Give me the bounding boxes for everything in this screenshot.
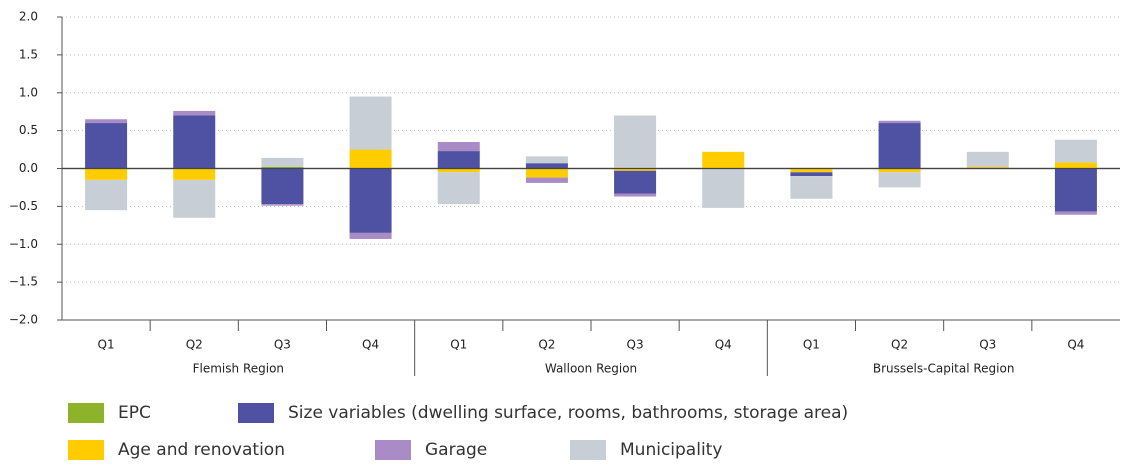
legend-swatch xyxy=(375,440,411,460)
bar-segment xyxy=(525,177,568,183)
bar-segment xyxy=(349,168,392,233)
x-tick-label: Q1 xyxy=(803,338,820,352)
bar-segment xyxy=(614,193,657,197)
y-tick-label: 2.0 xyxy=(19,10,38,24)
x-tick-label: Q2 xyxy=(538,338,555,352)
bar-segment xyxy=(614,168,657,171)
bar-segment xyxy=(437,151,480,169)
bar-segment xyxy=(437,172,480,205)
bar-segment xyxy=(966,151,1009,167)
x-tick-label: Q3 xyxy=(979,338,996,352)
x-tick-label: Q1 xyxy=(450,338,467,352)
bar-segment xyxy=(878,120,921,124)
legend-label: Age and renovation xyxy=(118,440,285,460)
bar-segment xyxy=(614,170,657,194)
legend-swatch xyxy=(238,403,274,423)
x-tick-label: Q4 xyxy=(715,338,732,352)
legend-label: EPC xyxy=(118,403,151,423)
legend-label: Municipality xyxy=(620,440,722,460)
bar-segment xyxy=(173,110,216,116)
bar-segment xyxy=(702,168,745,208)
bar-segment xyxy=(1054,139,1097,163)
bar-segment xyxy=(878,123,921,169)
legend-label: Size variables (dwelling surface, rooms,… xyxy=(288,403,848,423)
legend-label: Garage xyxy=(425,440,487,460)
group-label: Brussels-Capital Region xyxy=(873,362,1015,376)
bar-segment xyxy=(437,168,480,173)
bar-segment xyxy=(349,232,392,239)
bar-segment xyxy=(790,176,833,199)
y-tick-label: −1.5 xyxy=(9,275,38,289)
y-tick-label: −0.5 xyxy=(9,199,38,213)
bar-segment xyxy=(261,168,304,205)
bar-segment xyxy=(1054,168,1097,212)
bar-segment xyxy=(261,157,304,167)
legend-swatch xyxy=(68,440,104,460)
x-tick-label: Q2 xyxy=(186,338,203,352)
group-label: Flemish Region xyxy=(193,362,284,376)
legend-swatch xyxy=(570,440,606,460)
x-tick-label: Q3 xyxy=(274,338,291,352)
x-tick-label: Q2 xyxy=(891,338,908,352)
bar-segment xyxy=(349,96,392,150)
bar-segment xyxy=(525,156,568,164)
bar-segment xyxy=(173,115,216,169)
bar-segment xyxy=(173,168,216,180)
x-tick-label: Q3 xyxy=(627,338,644,352)
bar-segment xyxy=(790,168,833,173)
bar-segment xyxy=(878,168,921,173)
y-tick-label: −2.0 xyxy=(9,313,38,327)
x-tick-label: Q4 xyxy=(362,338,379,352)
bar-segment xyxy=(85,179,128,211)
bar-segment xyxy=(525,168,568,178)
bar-segment xyxy=(85,168,128,180)
bar-segment xyxy=(349,149,392,169)
y-tick-label: 0.0 xyxy=(19,161,38,175)
bar-segment xyxy=(966,166,1009,169)
bar-segment xyxy=(261,204,304,206)
bar-segment xyxy=(173,179,216,218)
bar-segment xyxy=(261,166,304,169)
bar-segment xyxy=(878,172,921,188)
bar-segment xyxy=(85,119,128,124)
bar-segment xyxy=(1054,211,1097,215)
y-tick-label: 1.0 xyxy=(19,85,38,99)
bar-segment xyxy=(1054,162,1097,169)
legend-swatch xyxy=(68,403,104,423)
bar-segment xyxy=(702,151,745,169)
bar-segment xyxy=(525,163,568,169)
bar-segment xyxy=(790,172,833,177)
bar-segment xyxy=(614,115,657,169)
y-tick-label: −1.0 xyxy=(9,237,38,251)
y-tick-label: 1.5 xyxy=(19,47,38,61)
group-label: Walloon Region xyxy=(545,362,637,376)
bar-segment xyxy=(85,123,128,169)
y-tick-label: 0.5 xyxy=(19,123,38,137)
x-tick-label: Q4 xyxy=(1067,338,1084,352)
bar-segment xyxy=(437,141,480,152)
x-tick-label: Q1 xyxy=(98,338,115,352)
